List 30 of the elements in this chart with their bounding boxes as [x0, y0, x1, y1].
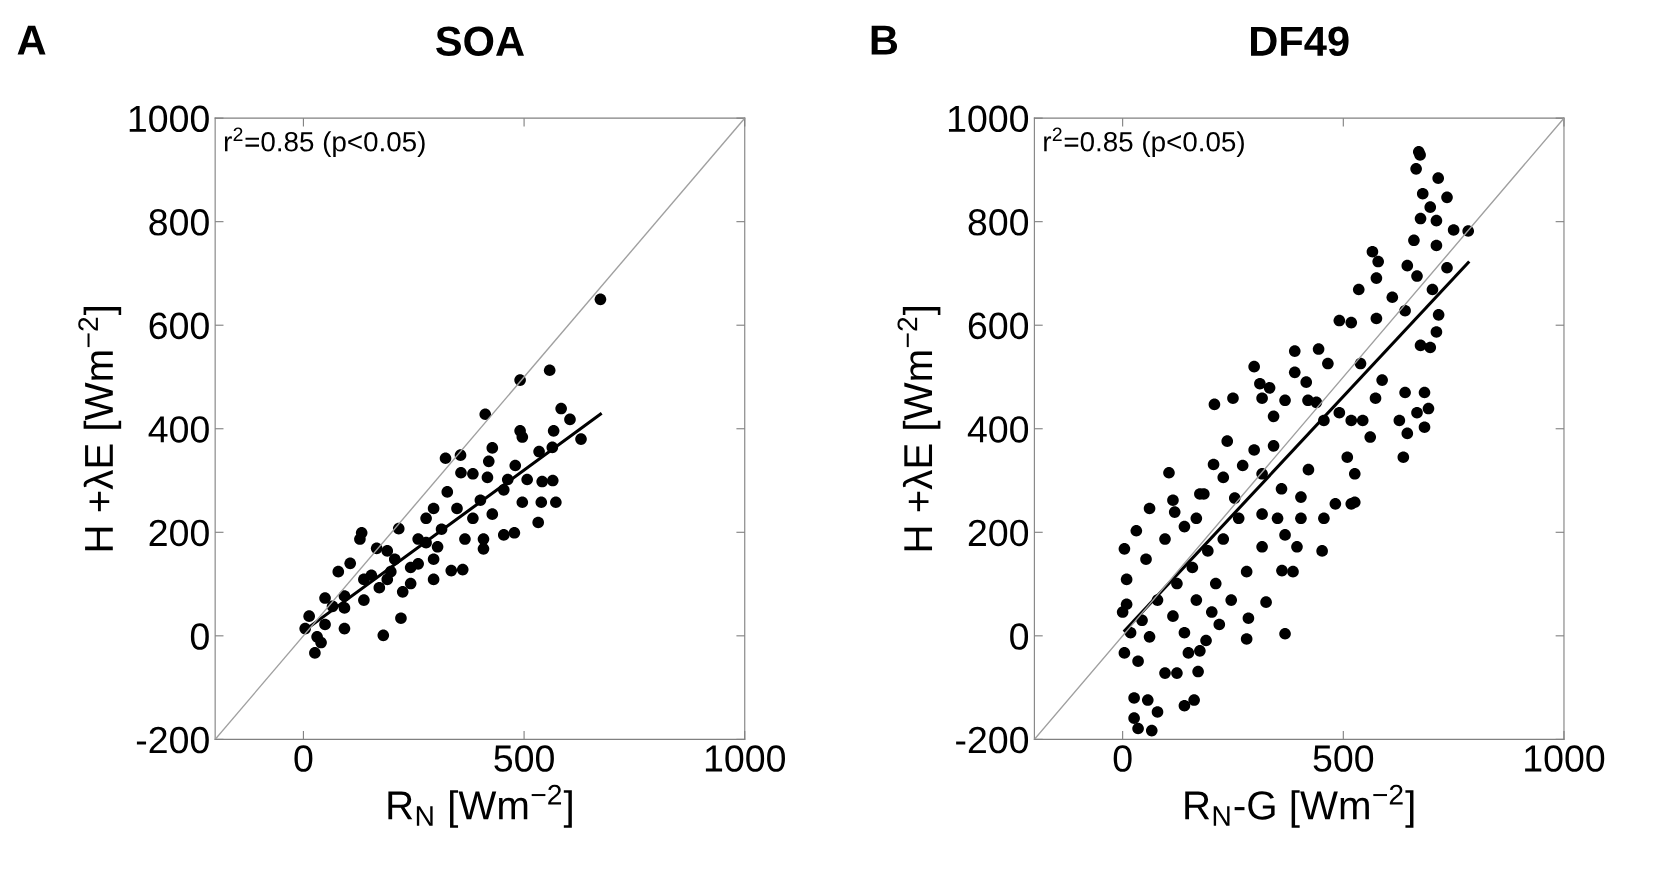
- x-tick-label: 500: [494, 745, 554, 772]
- x-tick-label: 500: [1313, 745, 1374, 772]
- text: A: [17, 25, 46, 55]
- x-tick-label: 0: [1113, 745, 1132, 772]
- y-tick-label: 0: [190, 623, 209, 650]
- x-tick-label: 1000: [705, 745, 785, 772]
- y-tick-label: 600: [968, 312, 1029, 340]
- annotation: r$^{2}$=0.85 (p<0.05): [224, 127, 425, 158]
- y-tick-label: 1000: [129, 105, 209, 133]
- y-tick-label: 400: [148, 416, 209, 443]
- chart-title: DF49: [1251, 26, 1349, 57]
- y-axis-title: H +λE [Wm$^{−2}$]: [78, 306, 122, 551]
- annotation: r$^{2}$=0.85 (p<0.05): [1044, 127, 1244, 158]
- text: B: [871, 25, 898, 55]
- y-tick-label: 600: [149, 312, 209, 340]
- chart-title: SOA: [436, 26, 524, 57]
- y-tick-label: 200: [149, 519, 209, 547]
- y-tick-label: 800: [149, 209, 209, 236]
- y-tick-label: 400: [967, 416, 1029, 443]
- x-tick-label: 0: [294, 745, 313, 772]
- y-tick-label: 1000: [948, 105, 1029, 133]
- y-axis-title: H +λE [Wm$^{−2}$]: [897, 306, 941, 551]
- x-tick-label: 1000: [1525, 745, 1605, 772]
- y-tick-label: 0: [1010, 623, 1029, 650]
- x-axis-title: R$_{N}$ [Wm$^{−2}$]: [388, 784, 572, 828]
- x-axis-title: R$_{N}$-G [Wm$^{−2}$]: [1185, 784, 1414, 828]
- y-tick-label: 200: [968, 519, 1029, 547]
- y-tick-label: 800: [968, 209, 1029, 236]
- y-tick-label: -200: [956, 726, 1029, 754]
- y-tick-label: -200: [136, 726, 209, 754]
